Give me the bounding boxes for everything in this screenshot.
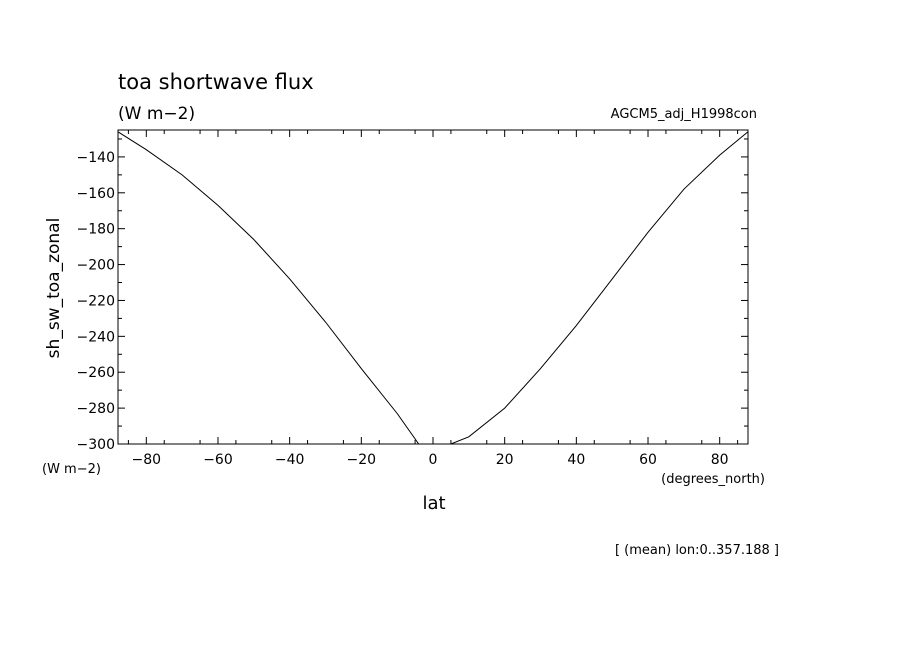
y-tick-label: −180 — [77, 222, 115, 238]
y-tick-label: −160 — [77, 186, 115, 202]
y-axis-unit: (W m−2) — [42, 462, 101, 477]
y-tick-label: −220 — [77, 293, 115, 309]
y-tick-label: −140 — [77, 150, 115, 166]
y-tick-label: −240 — [77, 329, 115, 345]
series-line — [117, 131, 749, 445]
x-tick-label: 20 — [496, 452, 514, 468]
x-axis-ticks: −80 −60 −40 −20 0 20 40 60 80 — [127, 130, 739, 468]
y-axis-label: sh_sw_toa_zonal — [44, 218, 64, 359]
chart-subtitle: (W m−2) — [118, 104, 195, 124]
plot-frame — [117, 129, 749, 445]
chart-title: toa shortwave flux — [118, 70, 314, 94]
x-tick-label: −60 — [203, 452, 233, 468]
series-layer — [117, 131, 749, 445]
x-tick-label: −40 — [275, 452, 305, 468]
x-tick-label: 40 — [567, 452, 585, 468]
x-tick-label: 60 — [639, 452, 657, 468]
y-tick-label: −260 — [77, 365, 115, 381]
y-tick-label: −300 — [77, 437, 115, 453]
x-axis-label: lat — [422, 493, 445, 514]
x-tick-label: −20 — [347, 452, 377, 468]
y-tick-label: −200 — [77, 258, 115, 274]
x-tick-label: 80 — [711, 452, 729, 468]
dataset-label: AGCM5_adj_H1998con — [611, 107, 757, 122]
x-axis-unit: (degrees_north) — [661, 472, 765, 487]
x-tick-label: −80 — [132, 452, 162, 468]
x-tick-label: 0 — [429, 452, 438, 468]
footnote: [ (mean) lon:0..357.188 ] — [615, 543, 779, 558]
y-axis-ticks: −140 −160 −180 −200 −220 −240 −260 −280 −300 — [77, 138, 748, 453]
y-tick-label: −280 — [77, 401, 115, 417]
